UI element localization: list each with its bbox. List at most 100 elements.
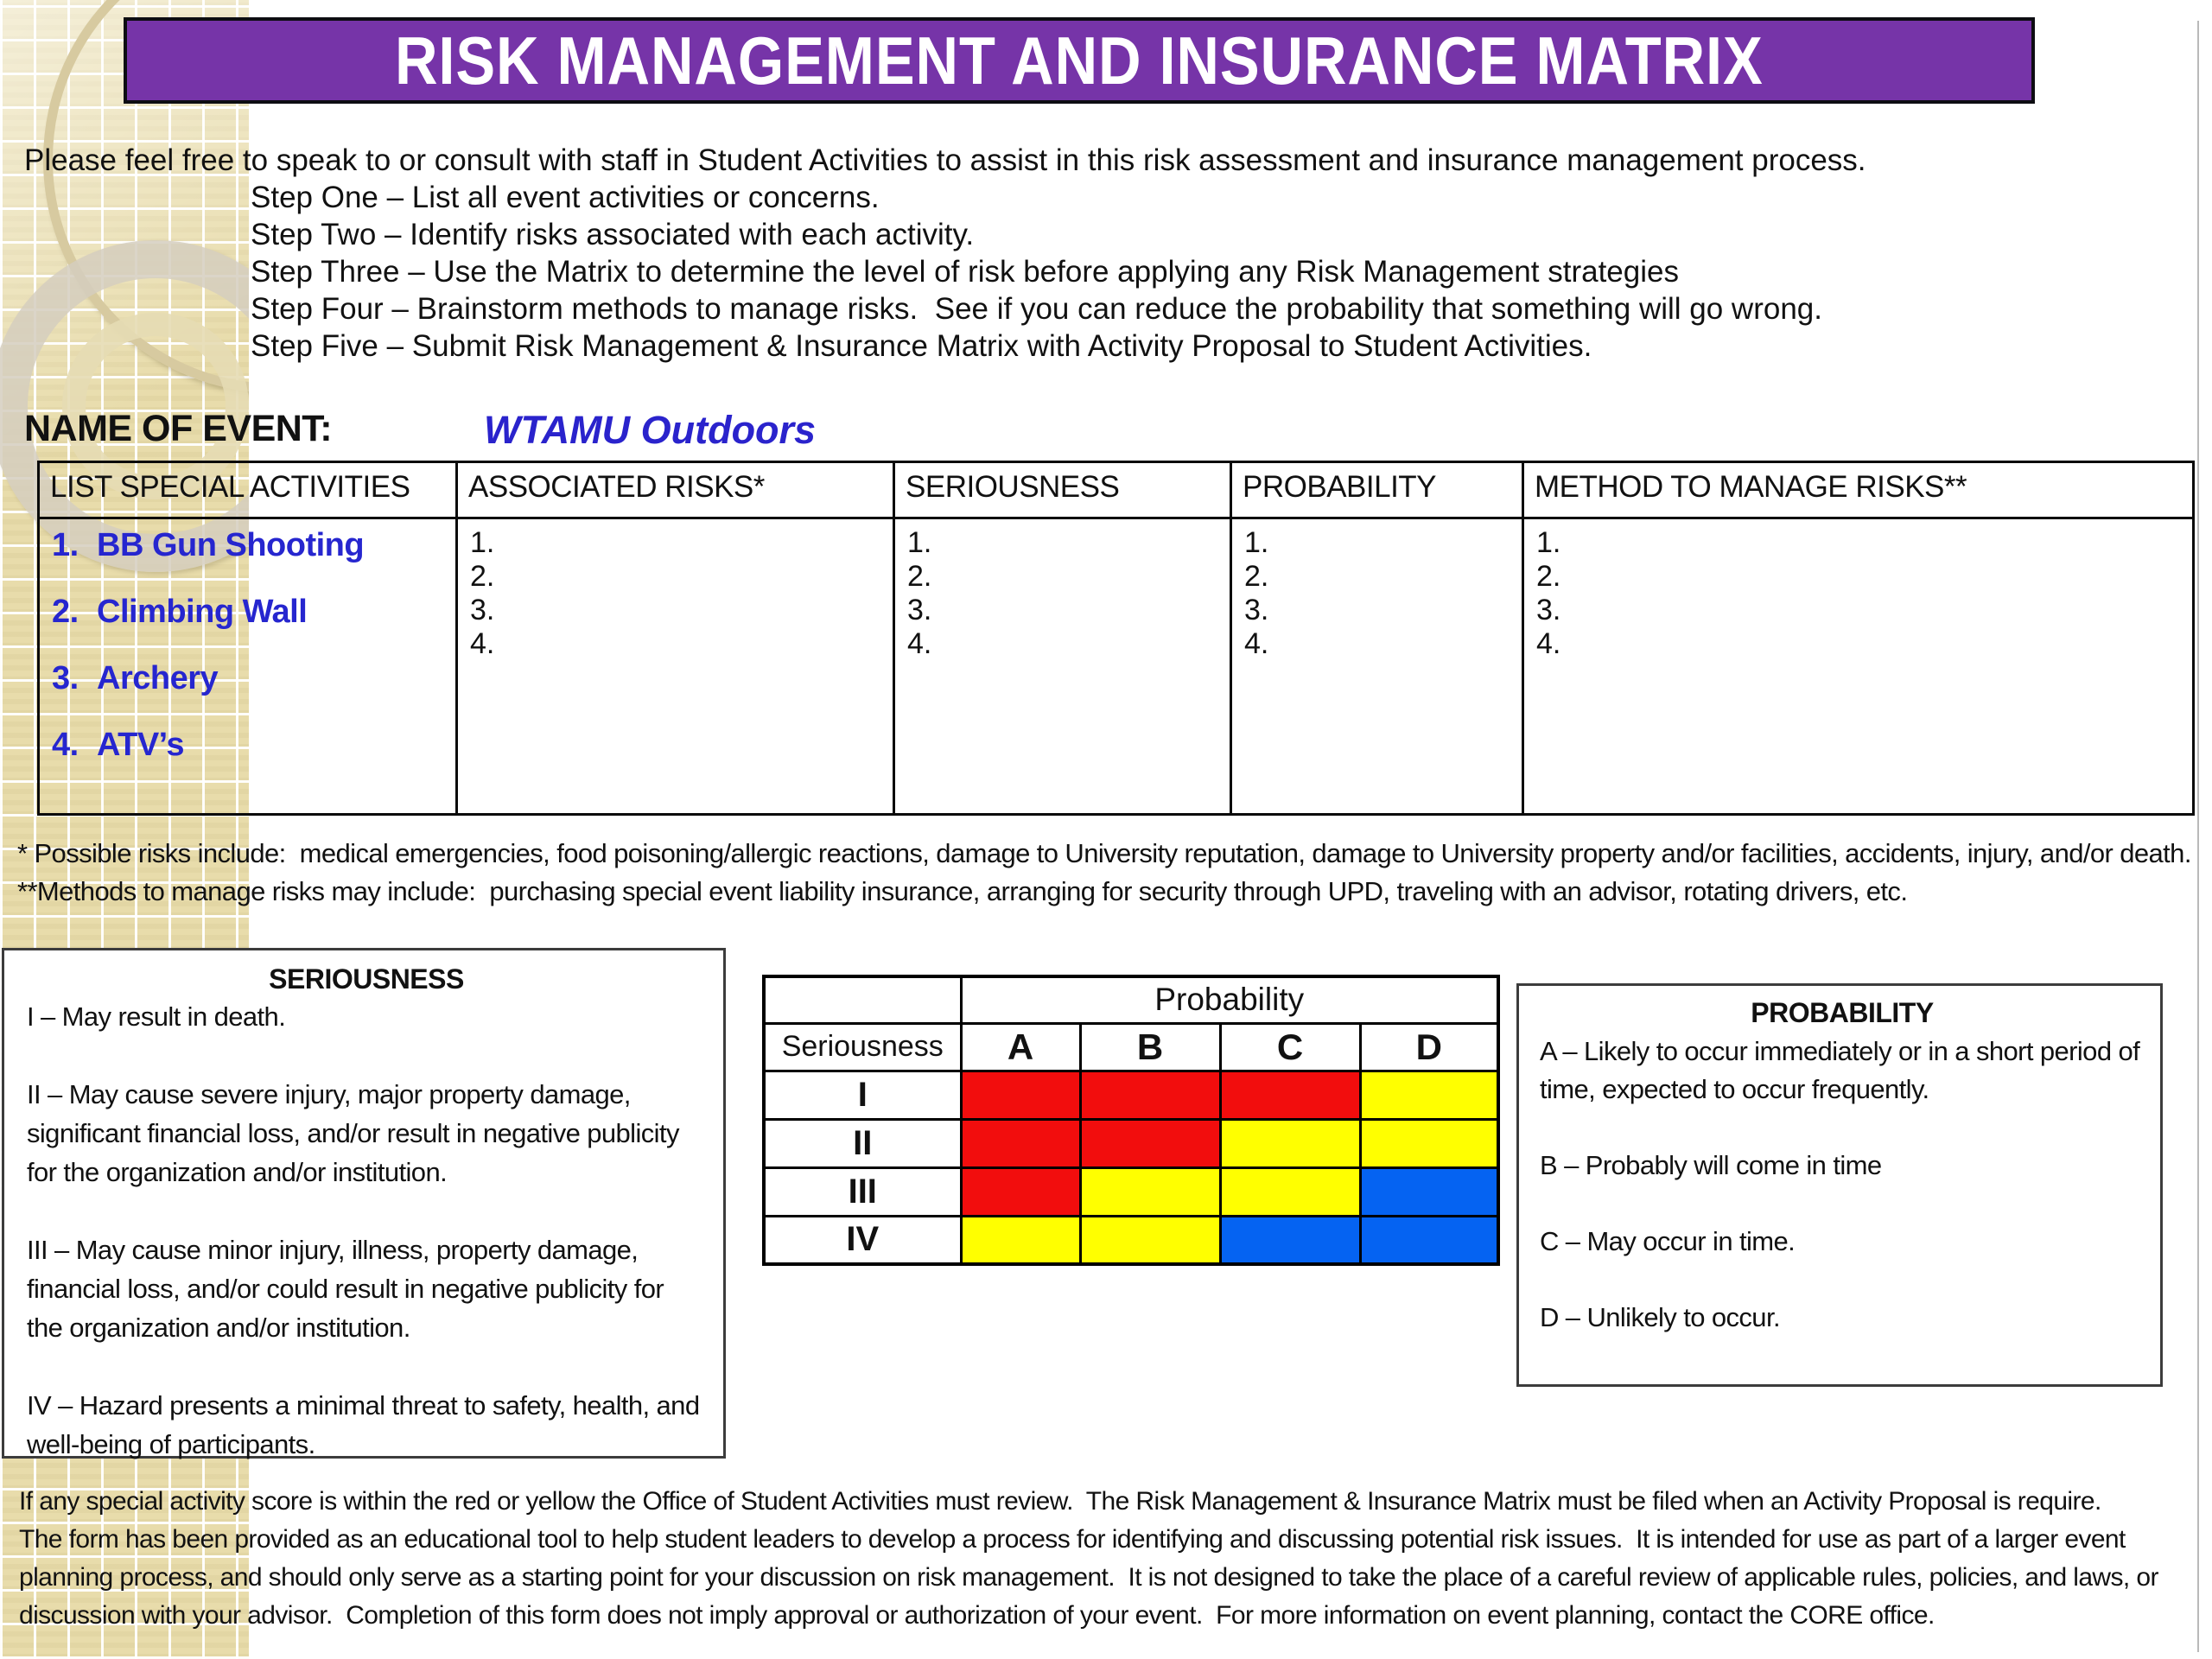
event-name: WTAMU Outdoors xyxy=(484,408,817,452)
footnotes: * Possible risks include: medical emerge… xyxy=(17,835,2203,911)
probability-definitions-box: PROBABILITY A – Likely to occur immediat… xyxy=(1516,983,2163,1387)
activity-table: LIST SPECIAL ACTIVITIES ASSOCIATED RISKS… xyxy=(37,461,2195,816)
matrix-row-IV: IV xyxy=(762,1214,1500,1266)
activity-number: 2. xyxy=(52,594,79,630)
activity-number: 3. xyxy=(52,660,79,696)
placeholder-line: 4. xyxy=(470,627,495,660)
form-purpose-note: The form has been provided as an educati… xyxy=(19,1525,2165,1630)
matrix-probability-label: Probability xyxy=(959,975,1500,1025)
col-header-methods: METHOD TO MANAGE RISKS** xyxy=(1522,461,2195,519)
matrix-row-II: II xyxy=(762,1117,1500,1169)
matrix-cell-I-D xyxy=(1358,1069,1500,1121)
matrix-letter-row: Seriousness A B C D xyxy=(762,1021,1500,1072)
matrix-cell-I-A xyxy=(959,1069,1082,1121)
activity-table-header-row: LIST SPECIAL ACTIVITIES ASSOCIATED RISKS… xyxy=(37,461,2195,519)
matrix-cell-II-B xyxy=(1078,1117,1222,1169)
activity-label: Climbing Wall xyxy=(97,594,308,630)
matrix-row-III: III xyxy=(762,1166,1500,1217)
slide-edge-line xyxy=(2197,21,2199,1652)
activity-row: 2. Climbing Wall xyxy=(40,586,455,652)
probability-item-b: B – Probably will come in time xyxy=(1540,1150,1882,1180)
matrix-row-label-II: II xyxy=(762,1117,963,1169)
seriousness-item-2: II – May cause severe injury, major prop… xyxy=(27,1079,686,1187)
matrix-cell-II-C xyxy=(1218,1117,1362,1169)
matrix-cell-II-D xyxy=(1358,1117,1500,1169)
matrix-col-d: D xyxy=(1358,1021,1500,1072)
matrix-cell-III-D xyxy=(1358,1166,1500,1217)
matrix-row-label-I: I xyxy=(762,1069,963,1121)
matrix-row-I: I xyxy=(762,1069,1500,1121)
bottom-notes: If any special activity score is within … xyxy=(19,1483,2198,1635)
cell-probability: 1. 2. 3. 4. xyxy=(1230,517,1524,816)
matrix-col-b: B xyxy=(1078,1021,1222,1072)
probability-item-a: A – Likely to occur immediately or in a … xyxy=(1540,1036,2147,1104)
matrix-cell-III-A xyxy=(959,1166,1082,1217)
matrix-cell-IV-A xyxy=(959,1214,1082,1266)
numbered-placeholders: 1. 2. 3. 4. xyxy=(895,519,1230,661)
seriousness-definitions-box: SERIOUSNESS I – May result in death. II … xyxy=(2,948,726,1459)
title-banner: RISK MANAGEMENT AND INSURANCE MATRIX xyxy=(124,17,2035,104)
intro-section: Please feel free to speak to or consult … xyxy=(24,142,2158,365)
matrix-seriousness-label: Seriousness xyxy=(762,1021,963,1072)
placeholder-line: 1. xyxy=(1536,526,1561,559)
matrix-col-c: C xyxy=(1218,1021,1362,1072)
activity-row: 3. Archery xyxy=(40,652,455,719)
placeholder-line: 2. xyxy=(470,560,495,593)
placeholder-line: 1. xyxy=(1244,526,1269,559)
placeholder-line: 2. xyxy=(1536,560,1561,593)
seriousness-item-1: I – May result in death. xyxy=(27,1001,286,1032)
activity-number: 1. xyxy=(52,527,79,563)
col-header-activities: LIST SPECIAL ACTIVITIES xyxy=(37,461,458,519)
footnote-possible-risks: * Possible risks include: medical emerge… xyxy=(17,838,2191,868)
placeholder-line: 3. xyxy=(470,594,495,626)
activity-label: ATV’s xyxy=(97,727,184,763)
matrix-cell-I-B xyxy=(1078,1069,1222,1121)
placeholder-line: 3. xyxy=(1244,594,1269,626)
step-five: Step Five – Submit Risk Management & Ins… xyxy=(251,329,1592,363)
activity-number: 4. xyxy=(52,727,79,763)
numbered-placeholders: 1. 2. 3. 4. xyxy=(458,519,893,661)
placeholder-line: 3. xyxy=(1536,594,1561,626)
placeholder-line: 2. xyxy=(1244,560,1269,593)
matrix-cell-II-A xyxy=(959,1117,1082,1169)
placeholder-line: 1. xyxy=(907,526,932,559)
col-header-seriousness: SERIOUSNESS xyxy=(893,461,1232,519)
col-header-probability: PROBABILITY xyxy=(1230,461,1524,519)
matrix-col-a: A xyxy=(959,1021,1082,1072)
matrix-row-label-III: III xyxy=(762,1166,963,1217)
footnote-methods: **Methods to manage risks may include: p… xyxy=(17,876,1908,906)
probability-item-d: D – Unlikely to occur. xyxy=(1540,1302,1781,1332)
col-header-risks: ASSOCIATED RISKS* xyxy=(455,461,895,519)
intro-lead: Please feel free to speak to or consult … xyxy=(24,143,1866,177)
matrix-row-label-IV: IV xyxy=(762,1214,963,1266)
placeholder-line: 3. xyxy=(907,594,932,626)
activity-label: Archery xyxy=(97,660,219,696)
numbered-placeholders: 1. 2. 3. 4. xyxy=(1232,519,1522,661)
probability-box-title: PROBABILITY xyxy=(1751,997,1934,1028)
step-four: Step Four – Brainstorm methods to manage… xyxy=(251,292,1822,326)
placeholder-line: 4. xyxy=(1244,627,1269,660)
activity-table-body-row: 1. BB Gun Shooting 2. Climbing Wall 3. A… xyxy=(37,517,2195,816)
cell-activities: 1. BB Gun Shooting 2. Climbing Wall 3. A… xyxy=(37,517,458,816)
steps-list: Step One – List all event activities or … xyxy=(251,179,2158,365)
left-texture-strip xyxy=(0,0,249,1659)
matrix-corner-cell xyxy=(762,975,963,1025)
activity-row: 1. BB Gun Shooting xyxy=(40,519,455,586)
risk-matrix: Probability Seriousness A B C D I II xyxy=(762,975,1500,1266)
matrix-cell-IV-D xyxy=(1358,1214,1500,1266)
activity-row: 4. ATV’s xyxy=(40,719,455,785)
cell-methods: 1. 2. 3. 4. xyxy=(1522,517,2195,816)
numbered-placeholders: 1. 2. 3. 4. xyxy=(1524,519,2192,661)
cell-seriousness: 1. 2. 3. 4. xyxy=(893,517,1232,816)
step-three: Step Three – Use the Matrix to determine… xyxy=(251,255,1679,289)
matrix-cell-III-B xyxy=(1078,1166,1222,1217)
matrix-probability-header-row: Probability xyxy=(762,975,1500,1025)
matrix-cell-IV-C xyxy=(1218,1214,1362,1266)
matrix-cell-IV-B xyxy=(1078,1214,1222,1266)
placeholder-line: 4. xyxy=(1536,627,1561,660)
matrix-cell-III-C xyxy=(1218,1166,1362,1217)
matrix-cell-I-C xyxy=(1218,1069,1362,1121)
page-title: RISK MANAGEMENT AND INSURANCE MATRIX xyxy=(395,22,1764,99)
probability-item-c: C – May occur in time. xyxy=(1540,1226,1796,1256)
